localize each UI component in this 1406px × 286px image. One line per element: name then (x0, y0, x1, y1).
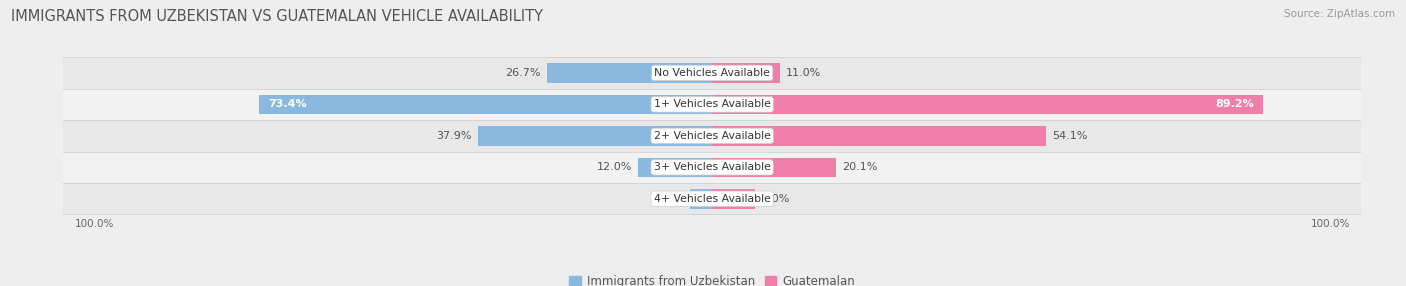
Text: 73.4%: 73.4% (267, 100, 307, 109)
Bar (713, 95, 1264, 114)
Text: 1+ Vehicles Available: 1+ Vehicles Available (654, 100, 770, 109)
Bar (690, 189, 713, 208)
Text: 89.2%: 89.2% (1215, 100, 1254, 109)
Text: Source: ZipAtlas.com: Source: ZipAtlas.com (1284, 9, 1395, 19)
Bar (63, 120, 1361, 152)
Text: No Vehicles Available: No Vehicles Available (654, 68, 770, 78)
Text: 3+ Vehicles Available: 3+ Vehicles Available (654, 162, 770, 172)
Text: 7.0%: 7.0% (762, 194, 790, 204)
Text: 20.1%: 20.1% (842, 162, 877, 172)
Text: 26.7%: 26.7% (506, 68, 541, 78)
Text: 12.0%: 12.0% (596, 162, 631, 172)
Bar (713, 189, 755, 208)
Bar (713, 63, 780, 83)
Text: 54.1%: 54.1% (1053, 131, 1088, 141)
Text: 2+ Vehicles Available: 2+ Vehicles Available (654, 131, 770, 141)
Bar (63, 89, 1361, 120)
Bar (63, 57, 1361, 89)
Text: IMMIGRANTS FROM UZBEKISTAN VS GUATEMALAN VEHICLE AVAILABILITY: IMMIGRANTS FROM UZBEKISTAN VS GUATEMALAN… (11, 9, 543, 23)
Bar (63, 152, 1361, 183)
Legend: Immigrants from Uzbekistan, Guatemalan: Immigrants from Uzbekistan, Guatemalan (567, 273, 858, 286)
Bar (713, 158, 837, 177)
Bar (478, 126, 713, 146)
Text: 37.9%: 37.9% (436, 131, 472, 141)
Bar (63, 183, 1361, 214)
Text: 11.0%: 11.0% (786, 68, 821, 78)
Bar (259, 95, 713, 114)
Bar (547, 63, 713, 83)
Bar (638, 158, 713, 177)
Text: 3.6%: 3.6% (655, 194, 683, 204)
Text: 4+ Vehicles Available: 4+ Vehicles Available (654, 194, 770, 204)
Bar (713, 126, 1046, 146)
